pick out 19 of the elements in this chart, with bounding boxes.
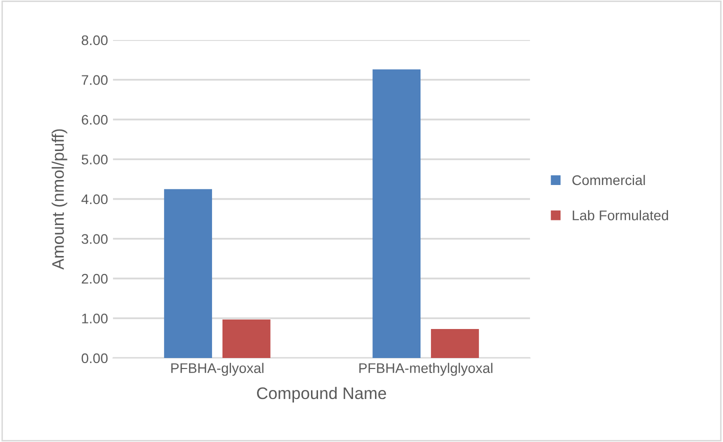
bar [372, 69, 421, 358]
y-tick-label: 1.00 [82, 314, 108, 324]
x-tick-label: PFBHA-methylglyoxal [359, 362, 492, 376]
y-tick-label: 6.00 [82, 114, 108, 125]
y-tick-label: 8.00 [82, 35, 108, 46]
y-tick-label: 4.00 [81, 194, 108, 204]
x-axis-title: Compound Name [257, 386, 386, 402]
legend-label: Commercial [572, 174, 645, 186]
bar [430, 328, 479, 358]
legend-label: Lab Formulated [572, 210, 668, 220]
y-tick-label: 0.00 [82, 353, 108, 364]
y-tick-label: 5.00 [82, 154, 108, 164]
bar [164, 189, 212, 358]
y-axis-title: Amount (nmol/puff) [52, 129, 68, 270]
y-tick-label: 7.00 [82, 75, 108, 85]
y-tick-label: 2.00 [82, 274, 108, 284]
bar [222, 319, 270, 358]
x-tick-label: PFBHA-glyoxal [171, 362, 264, 376]
y-tick-label: 3.00 [82, 234, 108, 244]
